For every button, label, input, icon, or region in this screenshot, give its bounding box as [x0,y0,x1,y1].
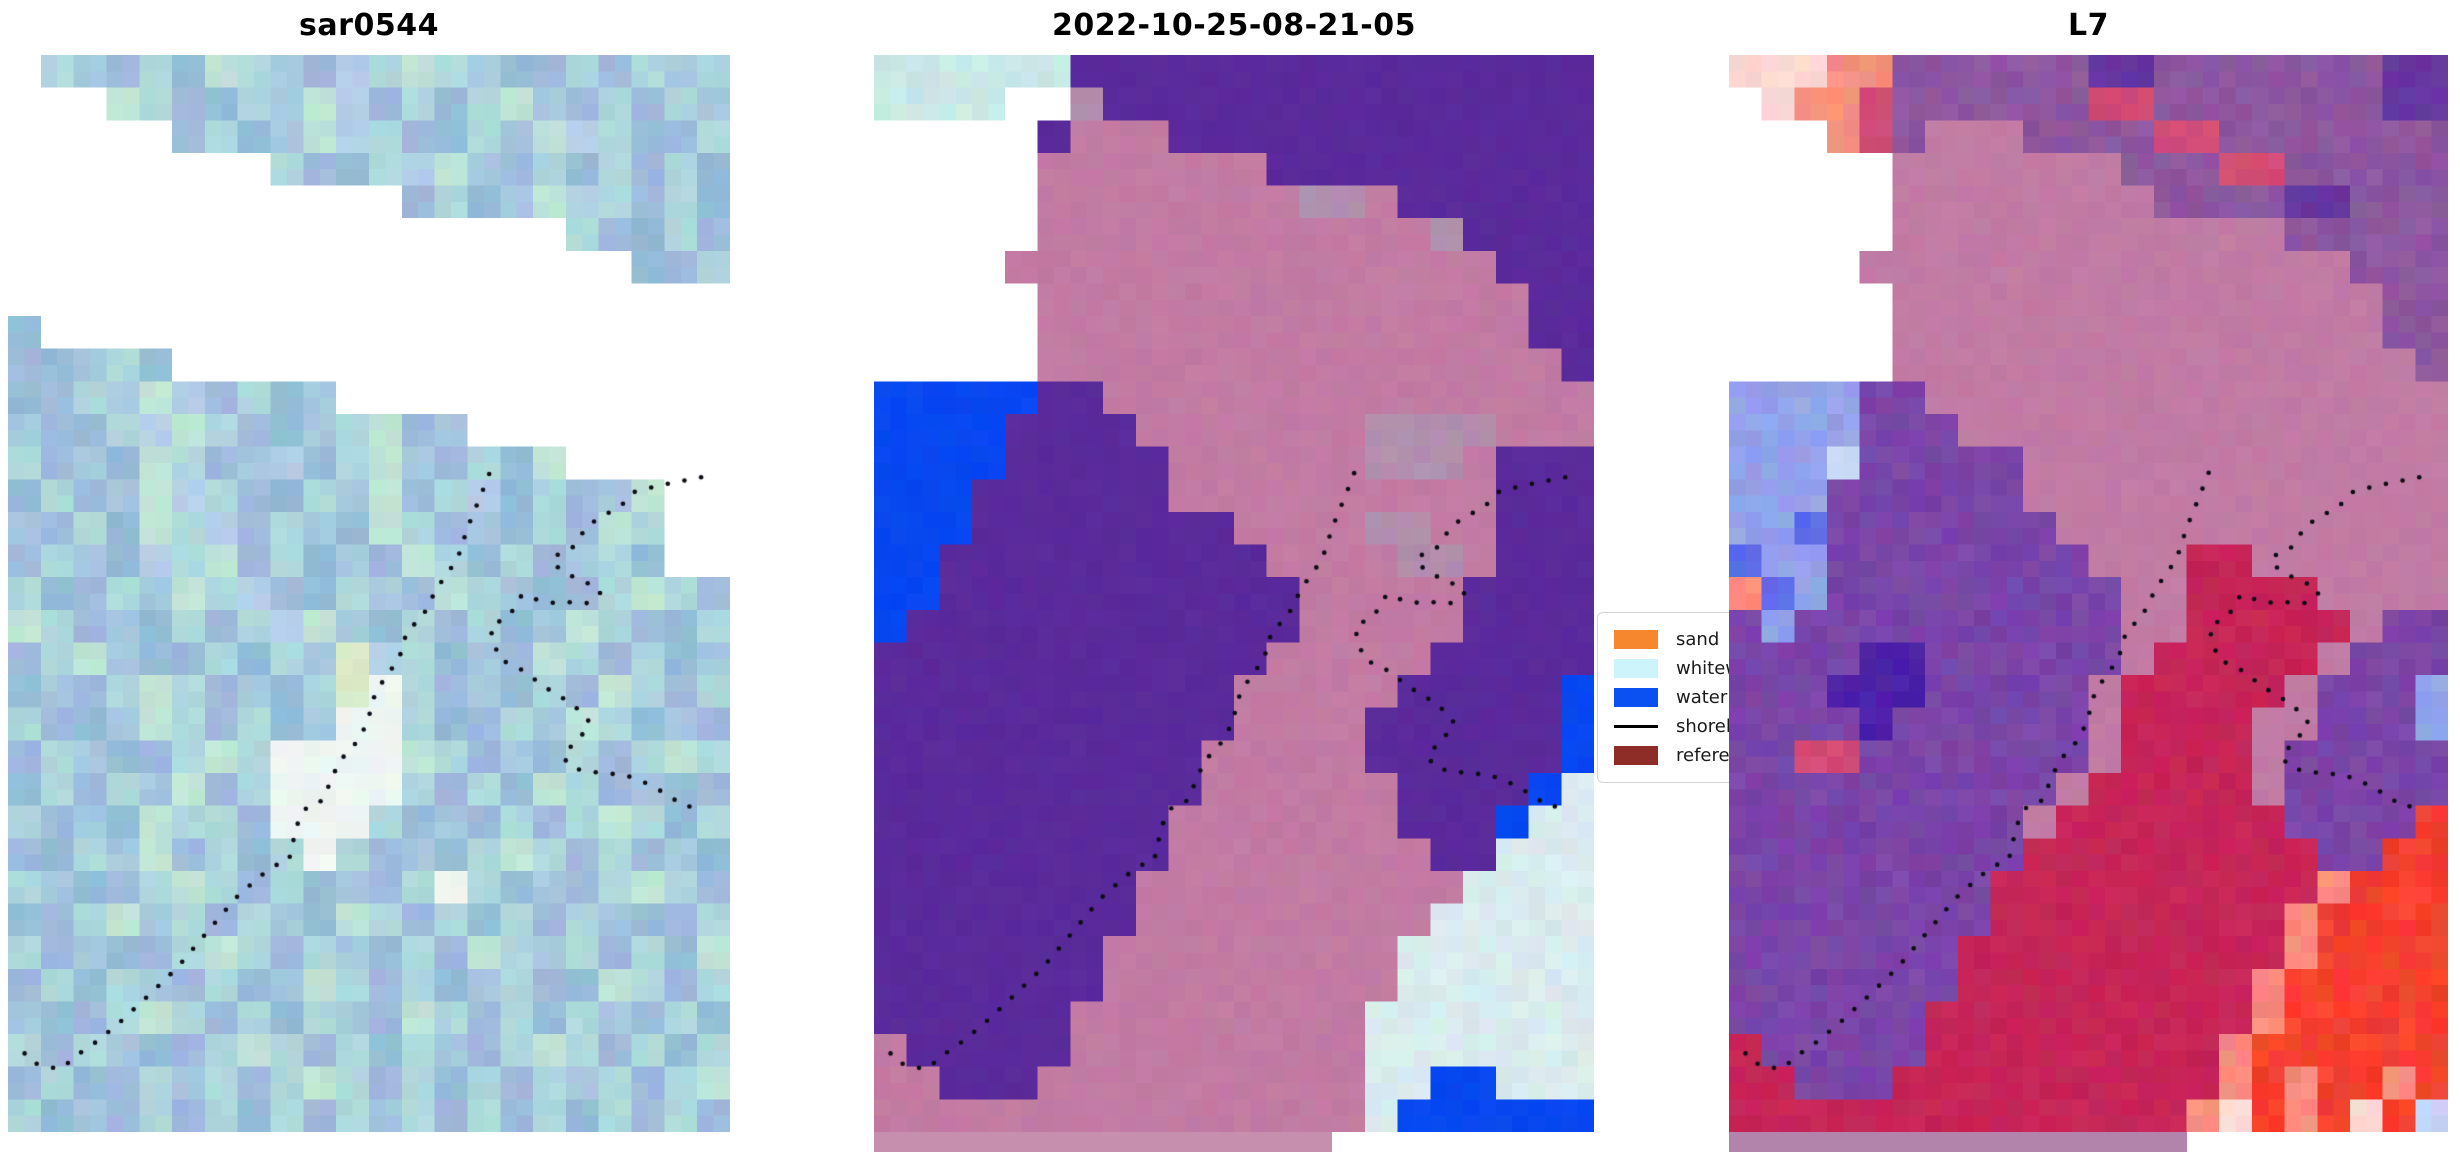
whitewater-swatch [1614,659,1658,678]
legend-label-sand: sand [1676,629,1720,650]
legend-label-water: water [1676,687,1728,708]
legend-item-water: water [1614,683,1780,712]
bottom-edge-strip [874,1132,1332,1152]
reference-swatch [1614,746,1658,765]
panel-title-classified: 2022-10-25-08-21-05 [1052,8,1416,43]
panel-2022-10-25-08-21-05: 2022-10-25-08-21-05 [874,8,1594,1152]
panel-title-l7: L7 [2068,8,2109,43]
panel-sar0544: sar0544 [8,8,730,1132]
legend-item-sand: sand [1614,625,1780,654]
l7-raster-image [1729,55,2448,1132]
water-swatch [1614,688,1658,707]
classified-raster-image [874,55,1594,1132]
panel-l7: L7 [1729,8,2448,1152]
shoreline-line-swatch [1614,725,1658,728]
sand-swatch [1614,630,1658,649]
panel-title-sar0544: sar0544 [299,8,439,43]
bottom-edge-strip [1729,1132,2187,1152]
sar-raster-image [8,55,730,1132]
